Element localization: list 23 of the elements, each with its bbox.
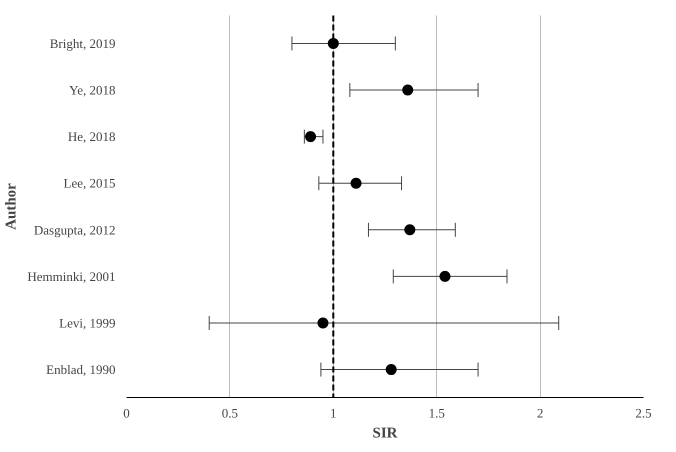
y-tick-label: He, 2018 bbox=[68, 129, 116, 144]
y-axis-title: Author bbox=[3, 182, 20, 230]
y-tick-label: Bright, 2019 bbox=[50, 36, 116, 51]
x-tick-label: 1.5 bbox=[428, 406, 445, 420]
x-tick-label: 0.5 bbox=[222, 406, 238, 420]
y-tick-label: Ye, 2018 bbox=[69, 82, 116, 98]
point bbox=[386, 364, 397, 376]
x-tick-label: 2.5 bbox=[635, 406, 652, 420]
x-tick-label: 2 bbox=[536, 406, 544, 420]
point bbox=[402, 84, 414, 96]
x-tick-label: 0 bbox=[123, 406, 130, 420]
y-tick-label: Levi, 1999 bbox=[59, 315, 116, 330]
point bbox=[317, 317, 328, 328]
point bbox=[439, 270, 450, 282]
point bbox=[404, 224, 416, 236]
y-tick-label: Lee, 2015 bbox=[64, 176, 116, 191]
y-tick-label: Enblad, 1990 bbox=[46, 362, 116, 378]
x-axis-title: SIR bbox=[372, 426, 398, 442]
point bbox=[305, 131, 316, 142]
y-tick-label: Hemminki, 2001 bbox=[27, 268, 116, 284]
y-tick-label: Dasgupta, 2012 bbox=[34, 222, 116, 238]
point bbox=[350, 178, 362, 189]
x-tick-label: 1 bbox=[330, 406, 337, 420]
